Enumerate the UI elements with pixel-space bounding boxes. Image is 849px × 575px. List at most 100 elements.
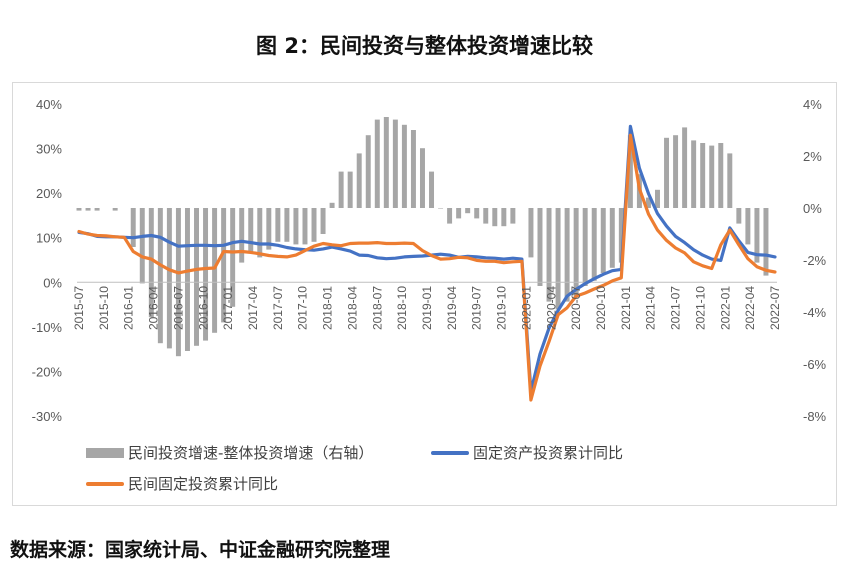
bar-mark bbox=[383, 117, 389, 208]
bar-mark bbox=[248, 208, 254, 253]
legend-item-bar: 民间投资增速-整体投资增速（右轴） bbox=[86, 442, 373, 463]
x-tick-label: 2021-07 bbox=[669, 286, 683, 330]
bar-mark bbox=[374, 119, 380, 208]
bar-mark bbox=[718, 143, 724, 208]
bar-mark bbox=[139, 208, 145, 284]
x-tick-label: 2017-04 bbox=[246, 286, 260, 330]
x-tick-label: 2022-04 bbox=[743, 286, 757, 330]
bar-mark bbox=[284, 208, 290, 242]
bar-mark bbox=[474, 208, 480, 219]
x-tick-label: 2019-01 bbox=[420, 286, 434, 330]
bar-mark bbox=[528, 208, 534, 258]
legend-label-fai: 固定资产投资累计同比 bbox=[473, 444, 624, 462]
bar-mark bbox=[302, 208, 308, 245]
x-tick-label: 2022-07 bbox=[768, 286, 782, 330]
bar-mark bbox=[293, 208, 299, 245]
bar-mark bbox=[320, 208, 326, 234]
bar-mark bbox=[492, 208, 498, 227]
bar-mark bbox=[76, 208, 82, 211]
left-tick-label: -30% bbox=[32, 409, 63, 424]
bar-mark bbox=[573, 208, 579, 297]
bar-mark bbox=[392, 119, 398, 208]
x-tick-label: 2019-04 bbox=[445, 286, 459, 330]
left-tick-label: -20% bbox=[32, 364, 63, 379]
legend-swatch-fai bbox=[431, 450, 469, 455]
bar-mark bbox=[94, 208, 100, 211]
bar-mark bbox=[275, 208, 281, 242]
legend-item-fai: 固定资产投资累计同比 bbox=[431, 442, 623, 463]
legend-swatch-bar bbox=[86, 447, 124, 458]
bar-mark bbox=[311, 208, 317, 242]
x-tick-label: 2019-07 bbox=[470, 286, 484, 330]
left-tick-label: 20% bbox=[36, 186, 62, 201]
bar-mark bbox=[230, 208, 236, 307]
chart-frame: 40% 30% 20% 10% 0% -10% -20% -30% 4% 2% 0% -2% -4% -6… bbox=[12, 82, 837, 506]
bar-mark bbox=[419, 148, 425, 208]
x-tick-label: 2016-04 bbox=[147, 286, 161, 330]
bar-mark bbox=[465, 208, 471, 214]
bar-mark bbox=[356, 153, 362, 208]
x-tick-label: 2016-10 bbox=[196, 286, 210, 330]
bar-mark bbox=[266, 208, 272, 250]
x-tick-label: 2018-07 bbox=[370, 286, 384, 330]
source-note: 数据来源：国家统计局、中证金融研究院整理 bbox=[10, 539, 391, 561]
bar-mark bbox=[203, 208, 209, 341]
bar-mark bbox=[618, 208, 624, 263]
x-tick-label: 2017-07 bbox=[271, 286, 285, 330]
legend-label-bar: 民间投资增速-整体投资增速（右轴） bbox=[128, 444, 374, 462]
bar-mark bbox=[130, 208, 136, 247]
bar-mark bbox=[763, 208, 769, 276]
right-tick-label: -2% bbox=[803, 253, 827, 268]
x-tick-label: 2018-10 bbox=[395, 286, 409, 330]
bar-mark bbox=[736, 208, 742, 224]
bar-mark bbox=[537, 208, 543, 286]
bar-mark bbox=[655, 189, 660, 208]
bar-mark bbox=[157, 208, 163, 344]
x-tick-label: 2015-10 bbox=[97, 286, 111, 330]
bar-mark bbox=[401, 124, 407, 208]
x-tick-label: 2018-01 bbox=[321, 286, 335, 330]
bar-mark bbox=[700, 143, 706, 208]
bar-mark bbox=[166, 208, 172, 349]
bar-mark bbox=[645, 197, 651, 208]
chart-title: 图 2：民间投资与整体投资增速比较 bbox=[256, 34, 593, 58]
x-tick-label: 2020-04 bbox=[544, 286, 558, 330]
x-tick-label: 2020-10 bbox=[594, 286, 608, 330]
left-tick-label: 10% bbox=[36, 231, 62, 246]
bar-mark bbox=[600, 208, 606, 273]
bar-mark bbox=[609, 208, 615, 268]
bar-mark bbox=[501, 208, 507, 227]
bar-mark bbox=[438, 208, 444, 209]
x-tick-label: 2022-01 bbox=[718, 286, 732, 330]
x-tick-label: 2018-04 bbox=[345, 286, 359, 330]
bar-mark bbox=[194, 208, 199, 346]
left-tick-label: 0% bbox=[43, 275, 62, 290]
series-line-private bbox=[77, 133, 777, 402]
bar-mark bbox=[221, 208, 227, 323]
legend-label-private: 民间固定投资累计同比 bbox=[128, 475, 279, 493]
bar-mark bbox=[447, 208, 453, 224]
bar-mark bbox=[429, 171, 435, 208]
x-tick-label: 2021-01 bbox=[619, 286, 633, 330]
bar-mark bbox=[582, 208, 588, 286]
left-tick-label: -10% bbox=[32, 320, 63, 335]
bar-mark bbox=[745, 208, 751, 245]
bar-mark bbox=[329, 202, 335, 208]
x-tick-label: 2015-07 bbox=[72, 286, 86, 330]
left-tick-label: 30% bbox=[36, 142, 62, 157]
bar-mark bbox=[691, 140, 697, 208]
x-tick-label: 2017-10 bbox=[296, 286, 310, 330]
right-tick-label: 4% bbox=[803, 97, 822, 112]
x-tick-label: 2021-04 bbox=[644, 286, 658, 330]
bar-mark bbox=[555, 208, 561, 310]
bar-mark bbox=[148, 208, 154, 318]
bar-mark bbox=[591, 208, 597, 281]
bar-mark bbox=[510, 208, 516, 224]
bar-mark bbox=[410, 130, 416, 208]
right-tick-label: 2% bbox=[803, 149, 822, 164]
right-tick-label: -4% bbox=[803, 305, 827, 320]
x-tick-label: 2017-01 bbox=[221, 286, 235, 330]
bar-mark bbox=[682, 127, 688, 208]
bar-mark bbox=[347, 171, 353, 208]
bar-mark bbox=[727, 153, 733, 208]
